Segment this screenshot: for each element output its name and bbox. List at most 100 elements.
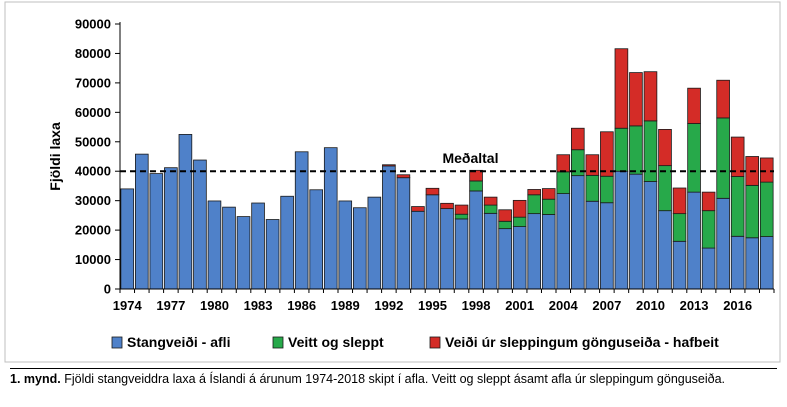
bar-2011-series-0	[658, 210, 672, 290]
bar-2009-series-0	[629, 173, 643, 290]
bar-2008-series-0	[614, 170, 629, 290]
bar-2005-series-2	[571, 127, 585, 151]
y-tick-label-50000: 50000	[75, 134, 111, 149]
x-tick-label-1983: 1983	[244, 298, 273, 313]
bar-1998-series-2	[469, 169, 483, 182]
legend-swatch-2	[429, 336, 441, 349]
x-tick-label-1986: 1986	[287, 298, 316, 313]
bar-1981-series-0	[222, 206, 236, 290]
bar-2000-series-1	[498, 220, 512, 230]
bar-2018-series-0	[759, 236, 774, 290]
axes: 0 10000 20000 30000 40000 50000 60000 70000 8000…	[47, 17, 775, 313]
bar-1988-series-0	[323, 147, 338, 290]
bar-2013-series-0	[687, 191, 701, 290]
bar-2013-series-1	[687, 123, 701, 193]
chart-border	[4, 1, 781, 363]
bar-1996-series-2	[440, 202, 454, 210]
bar-2010-series-2	[643, 71, 658, 122]
bar-1997-series-2	[454, 204, 469, 215]
legend-swatch-1	[272, 336, 284, 349]
bar-2012-series-1	[672, 213, 687, 242]
bar-2003-series-0	[541, 214, 556, 290]
bar-2006-series-0	[585, 200, 600, 290]
bar-2018-series-2	[759, 157, 774, 183]
bar-2004-series-2	[556, 154, 571, 173]
bar-2015-series-0	[716, 197, 730, 290]
legend-swatch-0	[111, 336, 123, 349]
bar-2006-series-1	[585, 174, 600, 202]
bar-2008-series-1	[614, 127, 629, 172]
bar-2016-series-2	[730, 136, 745, 177]
bar-2004-series-0	[556, 193, 571, 290]
bar-1993-series-0	[396, 177, 411, 290]
bar-2007-series-2	[600, 131, 614, 177]
bar-2010-series-0	[643, 181, 658, 290]
x-tick-label-1995: 1995	[418, 298, 447, 313]
y-tick-label-80000: 80000	[75, 46, 111, 61]
bar-1996-series-0	[440, 208, 454, 290]
bar-2009-series-2	[629, 72, 643, 127]
x-tick-label-1998: 1998	[462, 298, 491, 313]
bar-2015-series-2	[716, 79, 730, 119]
legend-label-1: Veitt og sleppt	[288, 334, 384, 350]
bar-1997-series-0	[454, 218, 469, 290]
bar-1999-series-2	[483, 196, 498, 206]
bar-2003-series-1	[541, 198, 556, 215]
reference-line-label: Meðaltal	[442, 150, 498, 166]
bar-1997-series-1	[454, 213, 469, 220]
bar-2011-series-2	[658, 129, 672, 167]
bar-2009-series-1	[629, 125, 643, 175]
bar-1995-series-2	[425, 187, 440, 196]
bar-2000-series-2	[498, 209, 512, 222]
y-tick-label-10000: 10000	[75, 252, 111, 267]
bar-2005-series-0	[571, 175, 585, 290]
bar-1995-series-0	[425, 194, 440, 290]
bar-1990-series-0	[353, 207, 367, 290]
bar-1984-series-0	[265, 219, 280, 290]
x-tick-label-2016: 2016	[723, 298, 752, 313]
x-tick-label-1980: 1980	[200, 298, 229, 313]
bar-1985-series-0	[280, 195, 294, 290]
x-tick-label-2013: 2013	[680, 298, 709, 313]
bar-2011-series-1	[658, 165, 672, 212]
bar-2000-series-0	[498, 228, 512, 290]
y-tick-label-20000: 20000	[75, 223, 111, 238]
bar-1992-series-0	[382, 165, 396, 290]
y-tick-label-90000: 90000	[75, 17, 111, 32]
legend-label-0: Stangveiði - afli	[127, 334, 230, 350]
bar-2008-series-2	[614, 48, 629, 129]
bar-2001-series-2	[512, 199, 527, 218]
y-tick-label-60000: 60000	[75, 105, 111, 120]
bar-1994-series-0	[411, 210, 425, 290]
y-tick-label-30000: 30000	[75, 193, 111, 208]
bar-2016-series-1	[730, 176, 745, 237]
bar-1983-series-0	[251, 202, 265, 290]
y-tick-label-0: 0	[104, 282, 111, 297]
x-tick-label-1977: 1977	[156, 298, 185, 313]
legend: Stangveiði - afli Veitt og sleppt Veiði úr…	[111, 334, 719, 350]
bar-2002-series-2	[527, 189, 541, 196]
y-tick-label-40000: 40000	[75, 164, 111, 179]
figure-caption: 1. mynd. Fjöldi stangveiddra laxa á Ísla…	[10, 372, 770, 387]
plot-area: Meðaltal	[120, 48, 774, 290]
bar-2014-series-0	[701, 247, 716, 290]
bar-2001-series-0	[512, 226, 527, 290]
x-tick-label-1989: 1989	[331, 298, 360, 313]
bar-2004-series-1	[556, 171, 571, 194]
legend-label-2: Veiði úr sleppingum gönguseiða - hafbeit	[445, 334, 719, 350]
bar-1991-series-0	[367, 196, 382, 290]
bar-1982-series-0	[236, 216, 251, 290]
x-tick-label-2004: 2004	[549, 298, 579, 313]
x-tick-label-1974: 1974	[113, 298, 143, 313]
bar-2002-series-0	[527, 213, 541, 290]
bar-1992-series-2	[382, 164, 396, 167]
bar-1998-series-0	[469, 190, 483, 290]
bar-2003-series-2	[541, 188, 556, 200]
caption-number: 1. mynd.	[10, 372, 61, 386]
chart-svg: Meðaltal 0 10000 20000 30000 40000 50000 60000…	[4, 1, 781, 363]
bar-2018-series-1	[759, 181, 774, 237]
bar-2014-series-1	[701, 210, 716, 249]
bar-2007-series-1	[600, 175, 614, 204]
bar-1977-series-0	[164, 167, 178, 290]
bar-2013-series-2	[687, 87, 701, 124]
